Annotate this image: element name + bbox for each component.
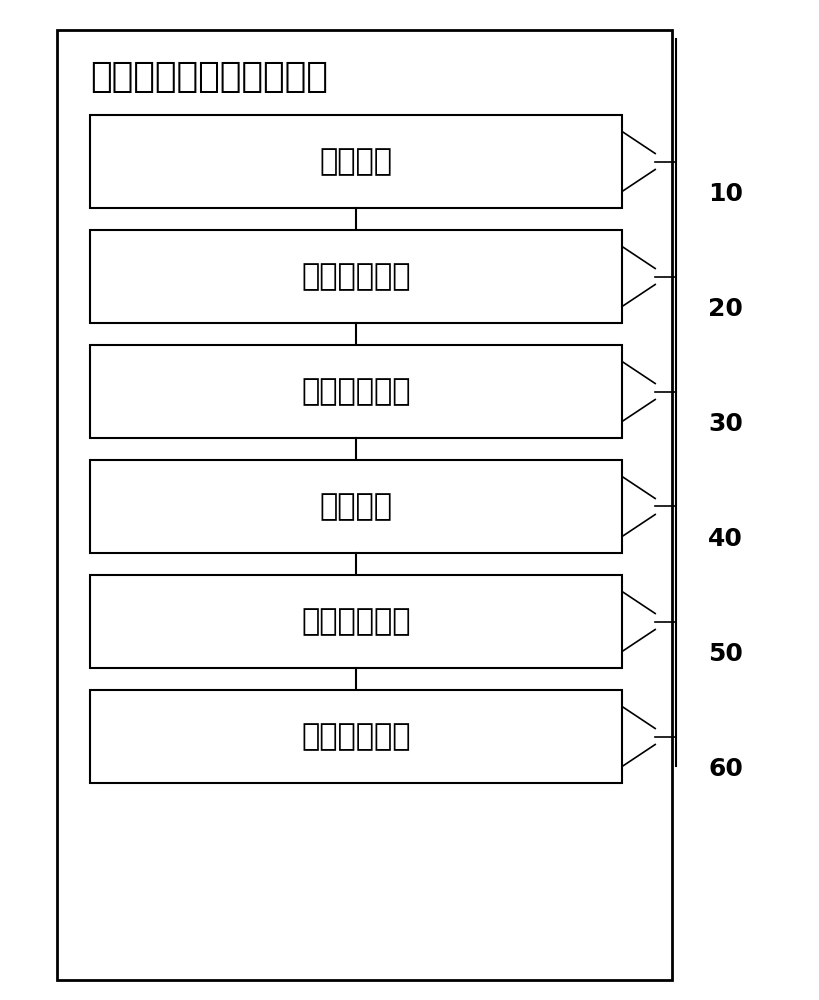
Bar xyxy=(57,30,672,980)
Bar xyxy=(90,345,622,438)
Text: 50: 50 xyxy=(708,642,744,666)
Text: 传送模块: 传送模块 xyxy=(319,147,393,176)
Text: 40: 40 xyxy=(708,527,744,551)
Text: 20: 20 xyxy=(708,297,744,321)
Text: 一种自动化选矿监控系统: 一种自动化选矿监控系统 xyxy=(90,60,328,94)
Text: 破碎模块: 破碎模块 xyxy=(319,492,393,521)
Text: 自动加球模块: 自动加球模块 xyxy=(301,722,411,751)
Bar xyxy=(90,460,622,553)
Text: 磨矿分级模块: 磨矿分级模块 xyxy=(301,607,411,636)
Text: 仪器仪表模块: 仪器仪表模块 xyxy=(301,262,411,291)
Bar xyxy=(90,115,622,208)
Text: 10: 10 xyxy=(708,182,744,206)
Text: 矿仓贮量模块: 矿仓贮量模块 xyxy=(301,377,411,406)
Text: 30: 30 xyxy=(708,412,744,436)
Bar xyxy=(90,230,622,323)
Bar xyxy=(90,690,622,783)
Text: 60: 60 xyxy=(708,757,744,781)
Bar xyxy=(90,575,622,668)
